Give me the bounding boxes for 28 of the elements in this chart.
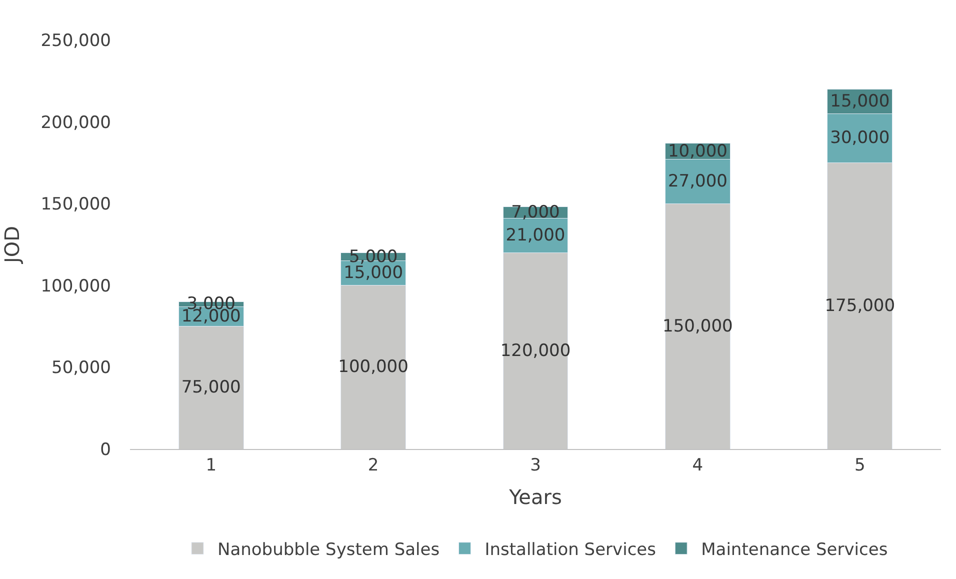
data-label: 120,000 — [500, 340, 571, 361]
x-tick-label: 3 — [530, 455, 541, 476]
y-tick-label: 250,000 — [40, 30, 111, 51]
y-tick-label: 100,000 — [40, 276, 111, 296]
y-tick-label: 50,000 — [52, 358, 111, 378]
legend-label: Installation Services — [484, 540, 656, 560]
legend-label: Maintenance Services — [701, 540, 888, 560]
data-label: 100,000 — [338, 357, 408, 378]
data-label: 21,000 — [506, 226, 566, 246]
y-tick-label: 200,000 — [40, 112, 111, 133]
x-tick-label: 2 — [368, 455, 379, 476]
x-tick-label: 1 — [206, 455, 217, 476]
x-tick-label: 5 — [854, 455, 866, 476]
y-axis-title: JOD — [0, 226, 24, 266]
data-label: 15,000 — [344, 263, 404, 284]
data-label: 175,000 — [824, 296, 896, 316]
data-label: 7,000 — [511, 202, 560, 223]
x-axis-title: Years — [508, 484, 562, 509]
data-label: 30,000 — [830, 128, 890, 148]
data-label: 150,000 — [662, 316, 733, 336]
x-tick-label: 4 — [692, 455, 704, 476]
y-tick-label: 0 — [100, 440, 111, 460]
data-label: 27,000 — [668, 172, 728, 192]
legend-label: Nanobubble System Sales — [218, 540, 440, 560]
data-label: 10,000 — [668, 141, 728, 162]
data-label: 15,000 — [830, 91, 890, 112]
data-label: 75,000 — [181, 378, 241, 398]
y-tick-label: 150,000 — [40, 194, 111, 215]
